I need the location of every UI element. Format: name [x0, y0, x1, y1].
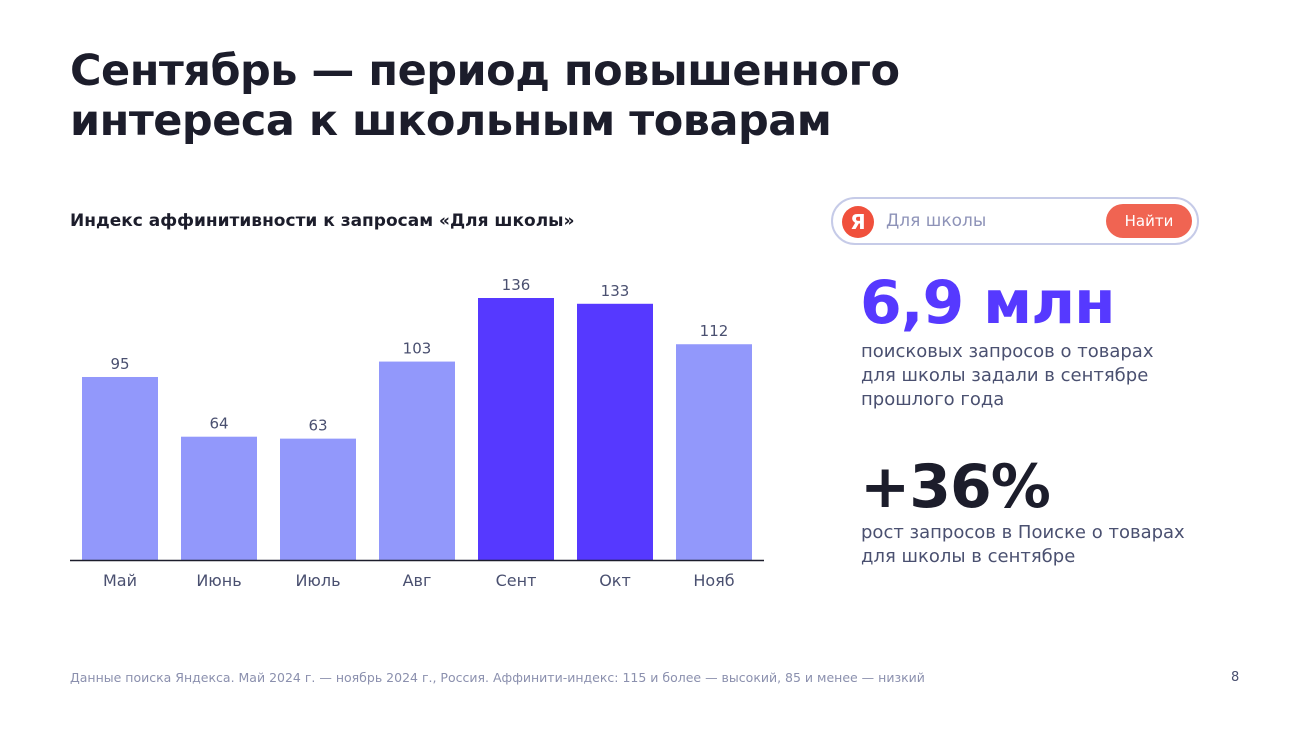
- chart-data-label: 64: [209, 415, 228, 433]
- page-title: Сентябрь — период повышенного интереса к…: [70, 46, 900, 146]
- chart-x-tick-label: Окт: [599, 571, 631, 590]
- chart-x-tick-label: Нояб: [693, 571, 734, 590]
- chart-data-label: 112: [700, 322, 729, 340]
- chart-bar: [478, 298, 554, 560]
- chart-data-label: 103: [403, 340, 432, 358]
- chart-x-tick-label: Июль: [295, 571, 340, 590]
- search-button[interactable]: Найти: [1106, 204, 1192, 238]
- page-title-line-2: интереса к школьным товарам: [70, 96, 832, 146]
- chart-bar: [181, 436, 257, 560]
- search-box[interactable]: Я Для школы Найти: [831, 197, 1199, 245]
- stat-requests-desc-line: для школы задали в сентябре: [861, 365, 1149, 386]
- chart-bar: [379, 361, 455, 560]
- chart-x-tick-label: Июнь: [196, 571, 241, 590]
- chart-bar: [577, 303, 653, 560]
- footnote: Данные поиска Яндекса. Май 2024 г. — ноя…: [70, 670, 925, 685]
- stat-growth-value: +36%: [860, 452, 1051, 522]
- chart-data-label: 136: [502, 276, 531, 294]
- stat-growth-description: рост запросов в Поиске о товарах для шко…: [861, 521, 1185, 569]
- stat-growth-desc-line: для школы в сентябре: [861, 546, 1076, 567]
- yandex-logo-icon: Я: [842, 206, 874, 238]
- chart-bar: [280, 438, 356, 560]
- chart-bar: [82, 376, 158, 560]
- chart-data-label: 133: [601, 282, 630, 300]
- page-title-line-1: Сентябрь — период повышенного: [70, 46, 900, 96]
- chart-x-tick-label: Авг: [403, 571, 432, 590]
- chart-bar: [676, 344, 752, 560]
- chart-data-label: 63: [308, 417, 327, 435]
- chart-x-tick-label: Май: [103, 571, 137, 590]
- bar-chart: 95 Май 64 Июнь 63 Июль 103 Авг 136 Сент 133 Окт 112 Н…: [70, 276, 764, 590]
- stat-growth-desc-line: рост запросов в Поиске о товарах: [861, 522, 1185, 543]
- chart-data-label: 95: [110, 355, 129, 373]
- stat-requests-description: поисковых запросов о товарах для школы з…: [861, 340, 1153, 412]
- page-number: 8: [1231, 670, 1240, 685]
- stat-requests-value: 6,9 млн: [860, 268, 1116, 338]
- stat-requests-desc-line: поисковых запросов о товарах: [861, 341, 1154, 362]
- stat-requests-desc-line: прошлого года: [861, 389, 1005, 410]
- search-input[interactable]: Для школы: [886, 211, 987, 231]
- chart-x-tick-label: Сент: [496, 571, 537, 590]
- chart-title: Индекс аффинитивности к запросам «Для шк…: [70, 211, 575, 231]
